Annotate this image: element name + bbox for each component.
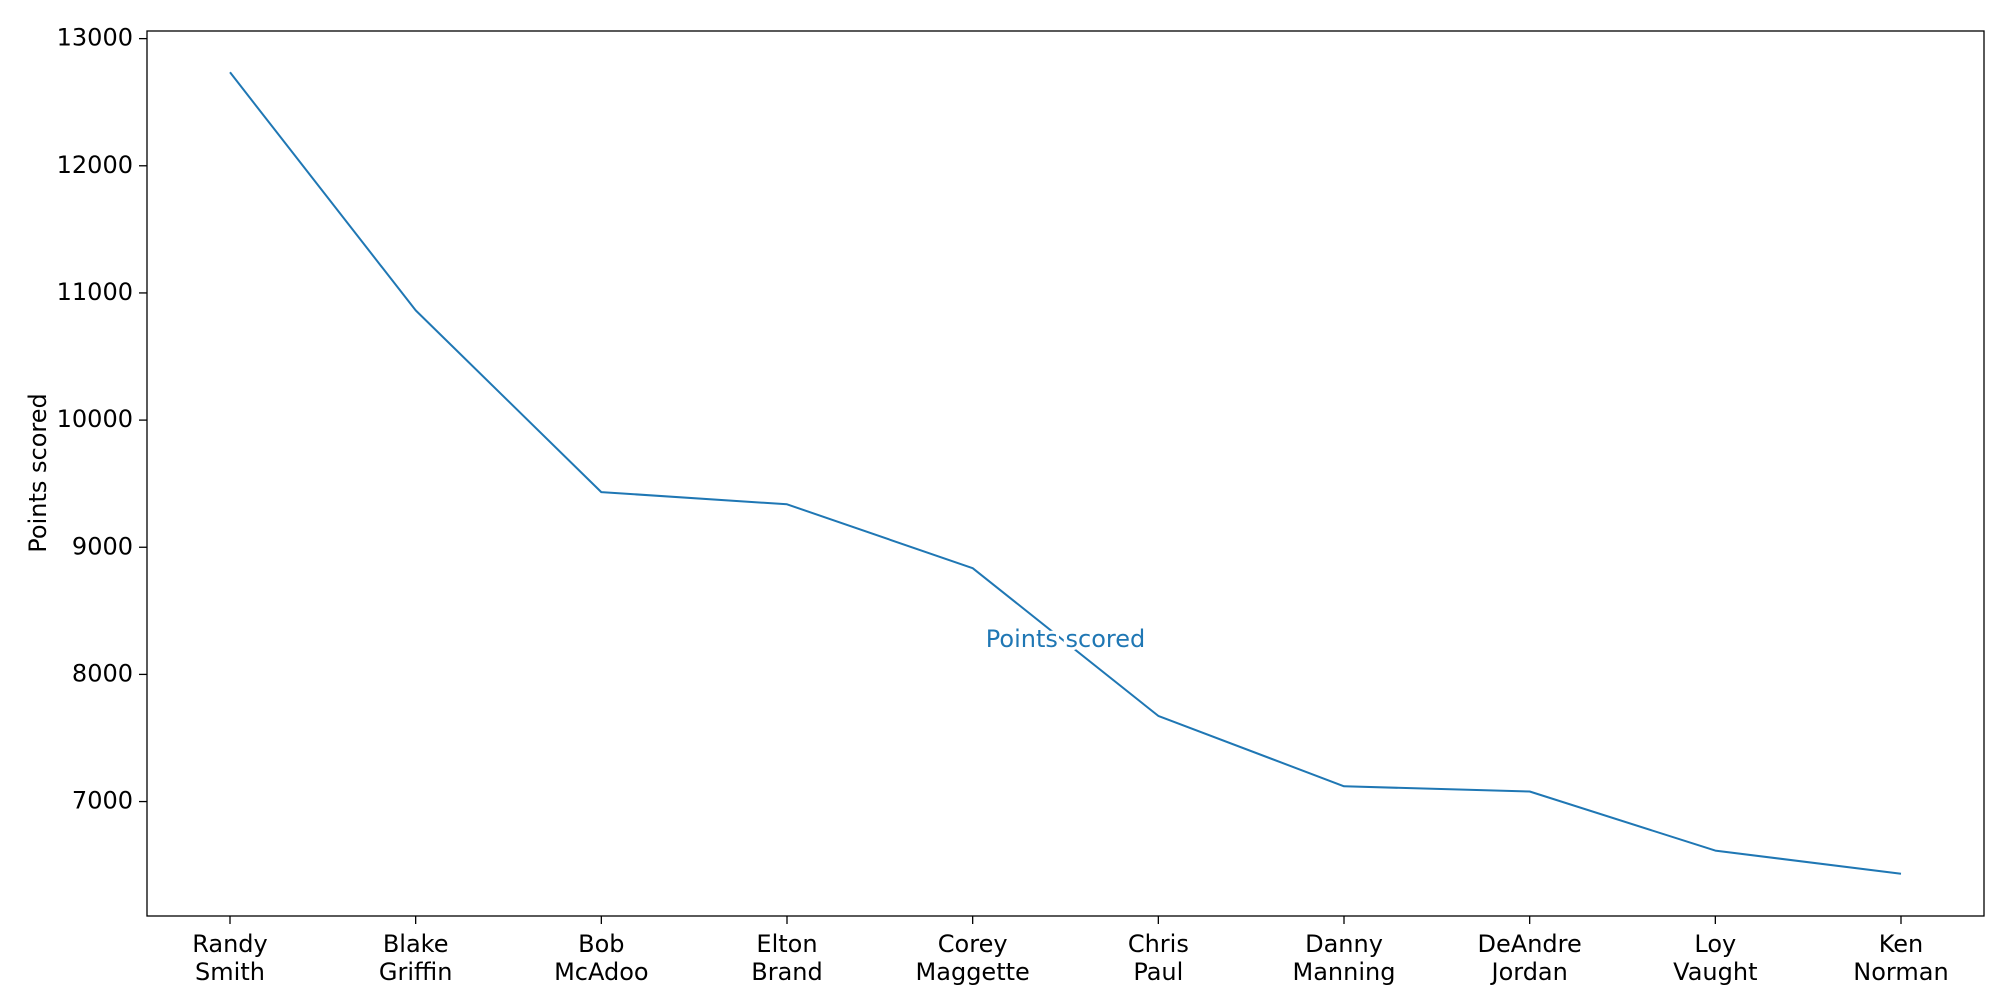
x-tick-label: Blake Griffin	[379, 930, 453, 986]
y-tick-label: 12000	[57, 151, 133, 179]
y-tick-label: 10000	[57, 405, 133, 433]
plot-area	[146, 30, 1985, 917]
y-axis: 7000 8000 9000 10000 11000 12000 13000	[57, 24, 147, 815]
x-tick-label: Ken Norman	[1853, 930, 1948, 986]
y-tick-label: 9000	[72, 532, 133, 560]
series-group	[229, 71, 1902, 875]
x-tick-label: Elton Brand	[751, 930, 822, 986]
x-tick-label: Loy Vaught	[1673, 930, 1757, 986]
y-tick-label: 13000	[57, 24, 133, 52]
x-tick-label: Randy Smith	[192, 930, 268, 986]
series-inline-label: Points scored	[986, 625, 1145, 653]
x-tick-label: Bob McAdoo	[554, 930, 649, 986]
x-tick-label: Corey Maggette	[916, 930, 1030, 986]
x-axis: Randy Smith Blake Griffin Bob McAdoo Elton Bran…	[192, 916, 1949, 986]
x-tick-label: Danny Manning	[1293, 930, 1396, 986]
x-tick-label: Chris Paul	[1128, 930, 1189, 986]
y-tick-label: 11000	[57, 278, 133, 306]
x-tick-label: DeAndre Jordan	[1478, 930, 1582, 986]
y-axis-label: Points scored	[24, 393, 52, 552]
y-tick-label: 7000	[72, 787, 133, 815]
y-tick-label: 8000	[72, 659, 133, 687]
series-line	[229, 71, 1902, 875]
